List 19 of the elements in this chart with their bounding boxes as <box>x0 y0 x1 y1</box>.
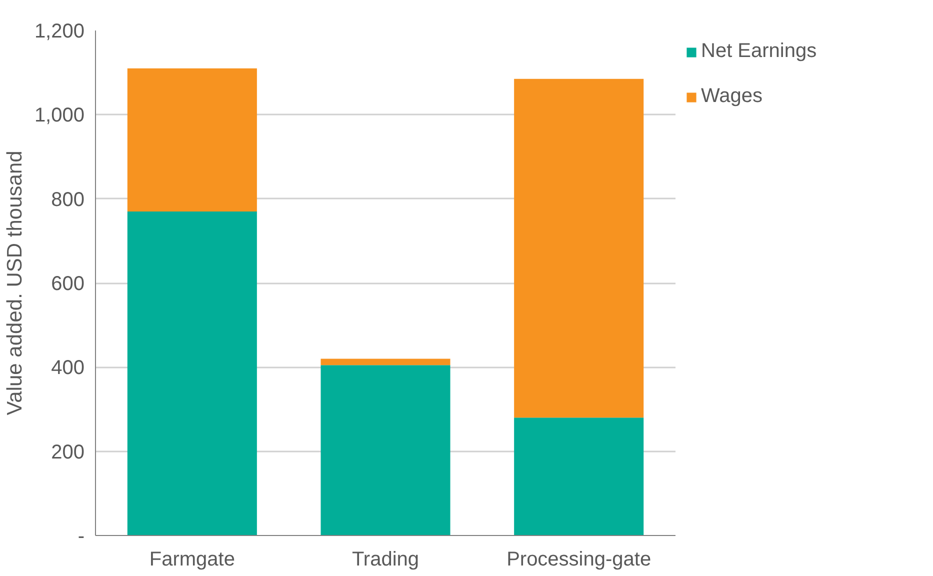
x-tick-label: Processing-gate <box>506 548 652 570</box>
y-tick-label: 400 <box>51 357 85 380</box>
y-tick-label: 1,000 <box>34 104 85 127</box>
bar <box>320 365 450 536</box>
x-tick-label: Trading <box>352 548 420 570</box>
y-tick-label: 200 <box>51 441 85 464</box>
bar <box>514 78 644 418</box>
bar <box>320 358 450 366</box>
legend-label: Net Earnings <box>701 40 817 63</box>
y-axis-title: Value added. USD thousand <box>3 150 26 416</box>
y-tick-label: - <box>78 526 85 548</box>
bar <box>514 418 644 536</box>
bar <box>127 211 257 536</box>
x-tick-label: Farmgate <box>149 548 235 570</box>
legend-label: Wages <box>701 85 763 108</box>
y-tick-label: 800 <box>51 188 85 211</box>
y-tick-label: 600 <box>51 273 85 295</box>
bar <box>127 68 257 212</box>
y-tick-label: 1,200 <box>34 20 85 42</box>
